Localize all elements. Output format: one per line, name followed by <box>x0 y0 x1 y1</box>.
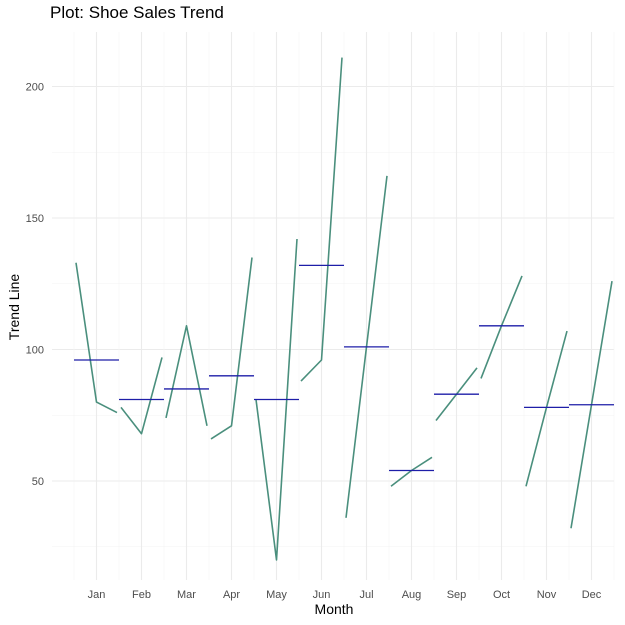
x-tick-label: Feb <box>132 589 151 601</box>
x-tick-label: Jan <box>88 589 106 601</box>
x-axis-title: Month <box>315 601 354 617</box>
x-tick-label: Apr <box>223 589 240 601</box>
y-axis-title: Trend Line <box>6 274 22 341</box>
y-tick-label: 100 <box>26 345 44 357</box>
y-tick-label: 50 <box>32 476 44 488</box>
x-tick-label: Dec <box>582 589 602 601</box>
x-tick-label: Jul <box>359 589 373 601</box>
x-tick-label: May <box>266 589 287 601</box>
y-tick-label: 150 <box>26 213 44 225</box>
x-tick-label: Aug <box>402 589 422 601</box>
x-tick-label: Oct <box>493 589 510 601</box>
y-tick-label: 200 <box>26 82 44 94</box>
x-tick-label: Jun <box>313 589 331 601</box>
x-tick-label: Sep <box>447 589 467 601</box>
x-tick-label: Mar <box>177 589 196 601</box>
x-tick-label: Nov <box>537 589 557 601</box>
